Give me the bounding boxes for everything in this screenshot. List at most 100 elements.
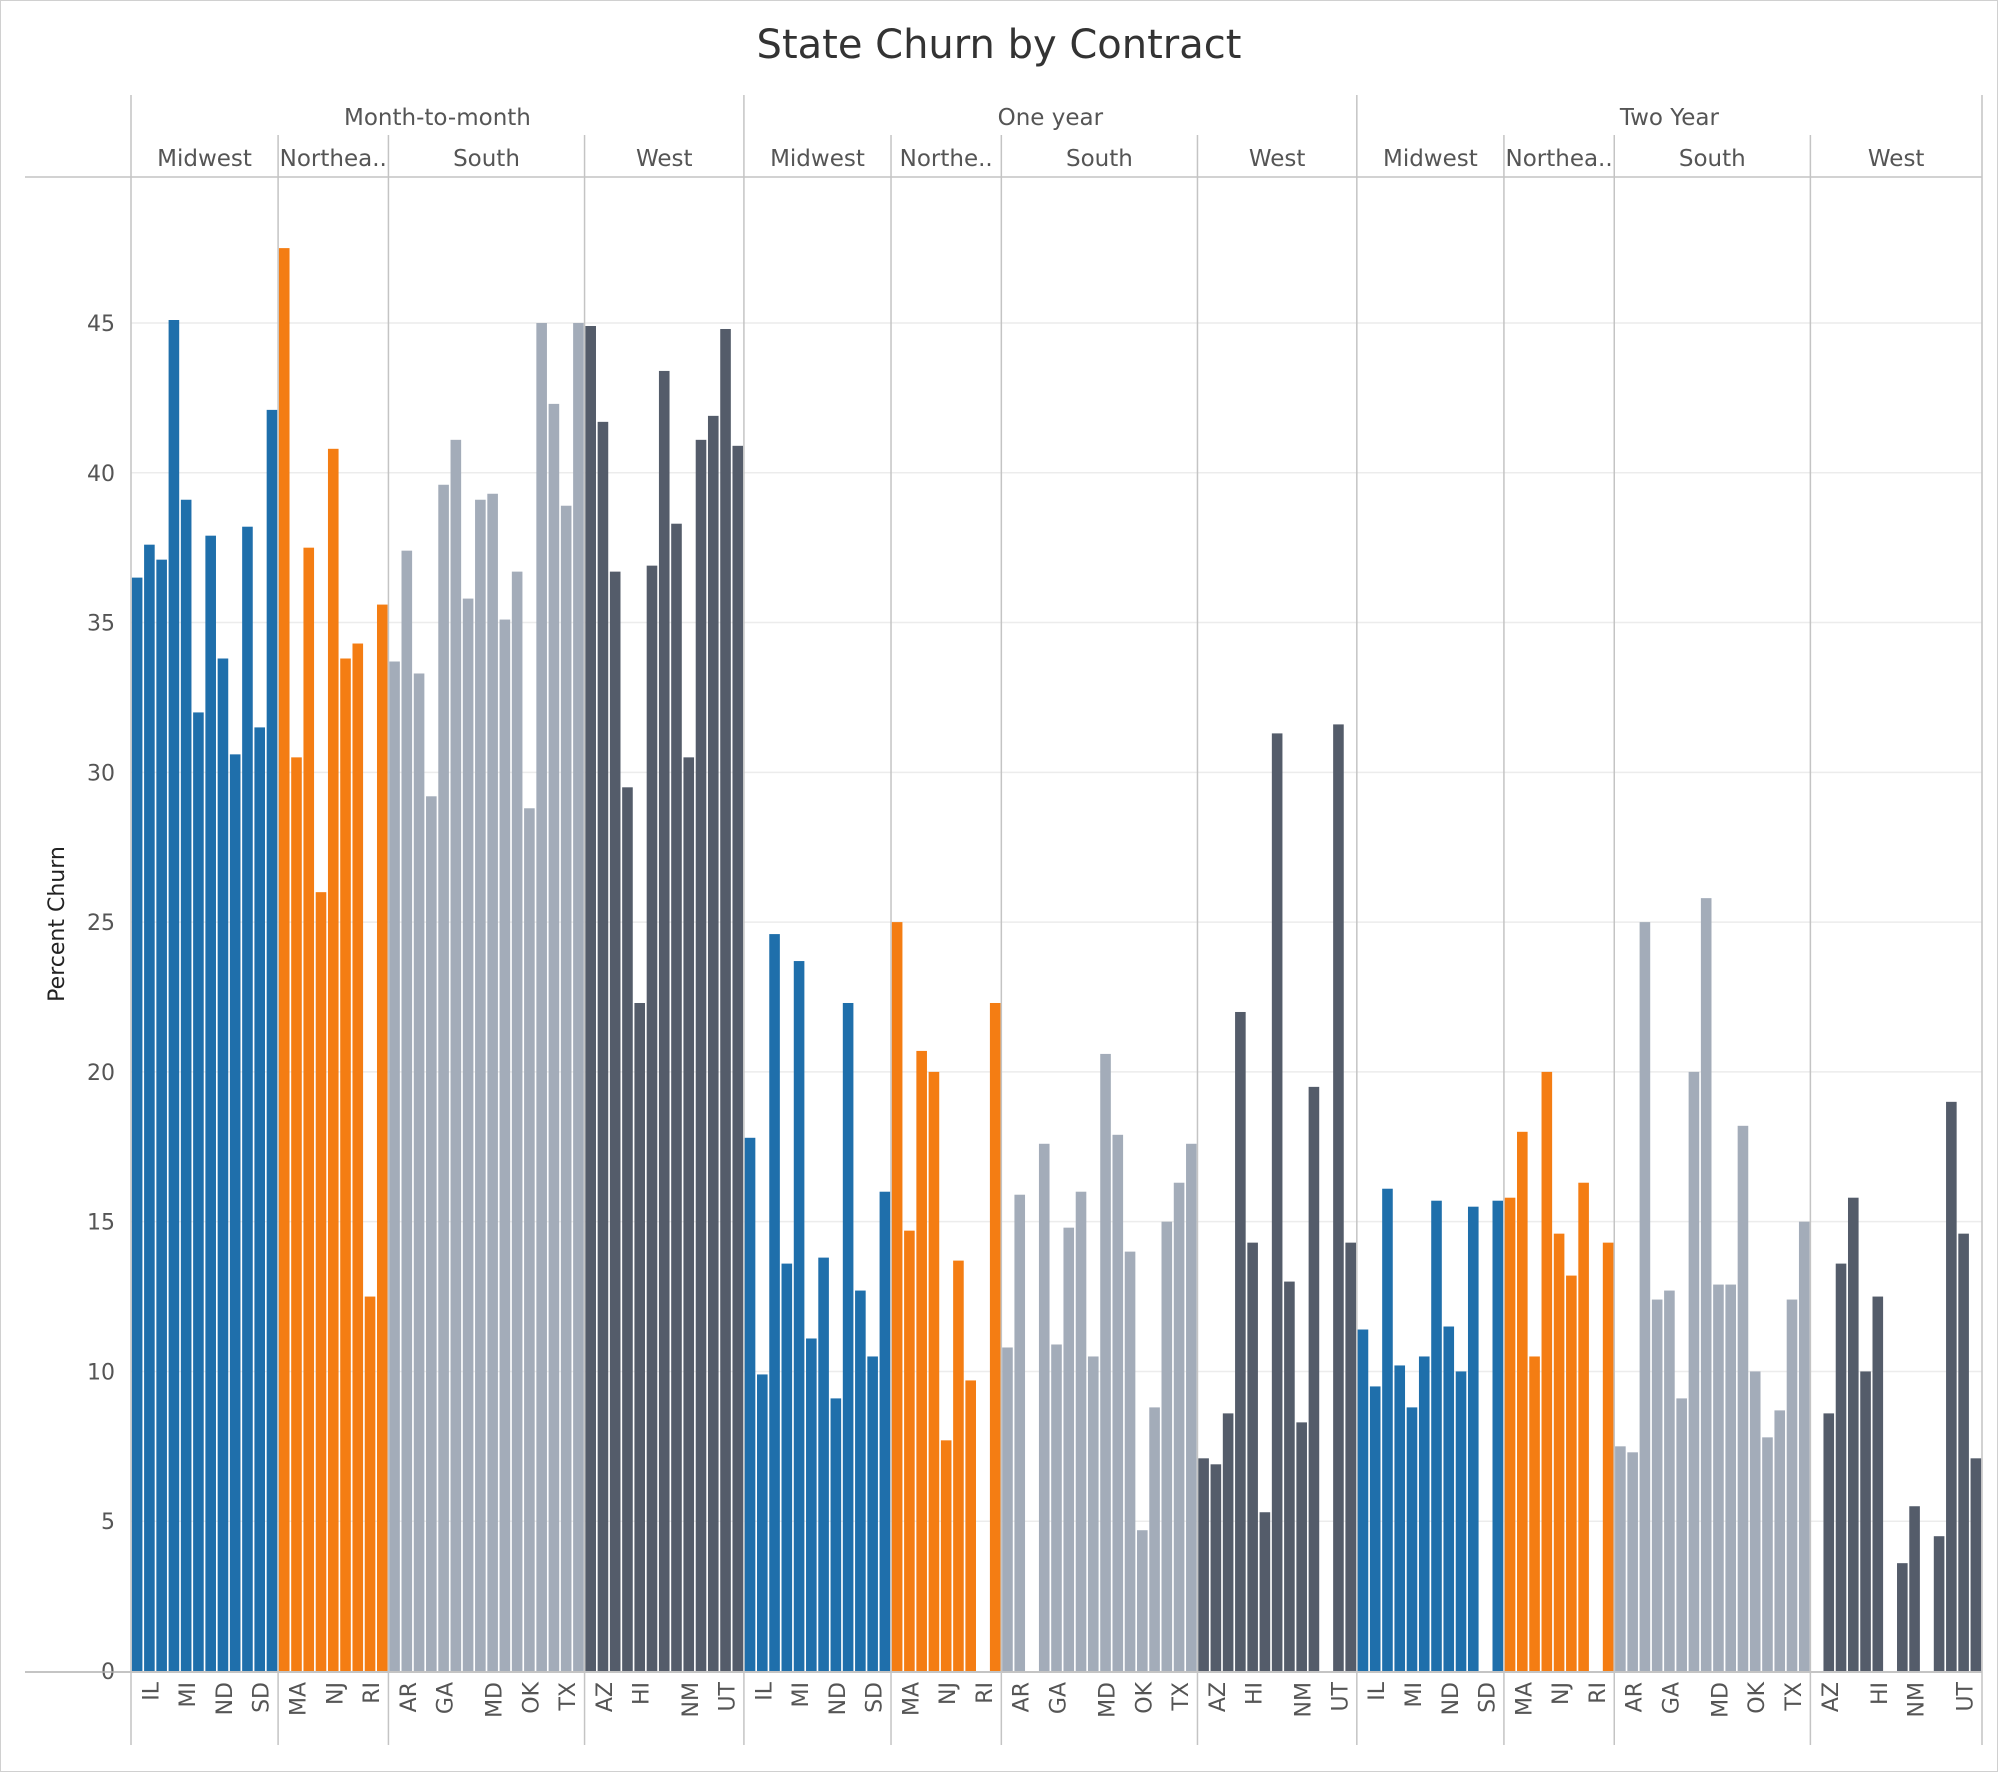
bar-two-year-midwest-9 <box>1467 1206 1479 1671</box>
bar-two-year-south-7 <box>1700 898 1712 1671</box>
bar-two-year-south-5 <box>1676 1398 1687 1671</box>
x-tick-label-ut: UT <box>1954 1681 1979 1711</box>
x-tick-label-ri: RI <box>973 1682 998 1704</box>
bar-two-year-northeast-4 <box>1553 1233 1565 1671</box>
region-label-west: West <box>1249 146 1306 172</box>
x-tick-label-nj: NJ <box>323 1682 348 1705</box>
region-label-midwest: Midwest <box>770 146 865 172</box>
bar-month-to-month-west-0 <box>585 326 596 1671</box>
x-tick-label-hi: HI <box>1243 1682 1268 1705</box>
bar-month-to-month-south-12 <box>536 323 547 1671</box>
x-tick-label-il: IL <box>139 1681 164 1700</box>
bar-two-year-northeast-8 <box>1602 1242 1614 1671</box>
x-tick-label-tx: TX <box>1169 1682 1194 1712</box>
region-label-midwest: Midwest <box>1383 146 1478 172</box>
bar-month-to-month-south-6 <box>462 598 474 1671</box>
bar-two-year-midwest-2 <box>1382 1188 1393 1671</box>
bar-month-to-month-northeast-3 <box>315 892 327 1671</box>
bar-month-to-month-west-4 <box>634 1002 646 1671</box>
bar-one-year-west-9 <box>1308 1086 1320 1671</box>
x-tick-label-md: MD <box>483 1682 508 1718</box>
x-tick-label-nd: ND <box>1439 1682 1464 1715</box>
bar-one-year-south-5 <box>1063 1227 1075 1671</box>
bar-month-to-month-northeast-7 <box>364 1296 376 1671</box>
bar-month-to-month-south-13 <box>548 403 560 1671</box>
bar-two-year-west-5 <box>1872 1296 1884 1671</box>
bar-month-to-month-northeast-1 <box>291 757 302 1671</box>
y-tick-label-35: 35 <box>87 612 115 637</box>
bar-one-year-south-12 <box>1149 1407 1160 1671</box>
bar-month-to-month-west-5 <box>646 565 658 1671</box>
bar-month-to-month-northeast-8 <box>376 604 388 1671</box>
bar-month-to-month-west-1 <box>597 421 609 1672</box>
bar-month-to-month-northeast-0 <box>278 248 290 1672</box>
bar-one-year-south-4 <box>1051 1344 1062 1671</box>
x-tick-label-nd: ND <box>213 1682 238 1715</box>
bar-one-year-midwest-10 <box>867 1356 878 1671</box>
x-tick-label-az: AZ <box>1819 1682 1844 1712</box>
bar-month-to-month-northeast-6 <box>352 643 364 1671</box>
bar-month-to-month-west-2 <box>609 571 621 1671</box>
bar-two-year-northeast-1 <box>1517 1131 1528 1671</box>
contract-label-two-year: Two Year <box>1619 105 1720 131</box>
bar-two-year-west-3 <box>1847 1197 1859 1671</box>
x-tick-label-nm: NM <box>1292 1682 1317 1717</box>
bar-month-to-month-west-3 <box>622 787 633 1671</box>
bar-month-to-month-midwest-2 <box>156 559 167 1671</box>
bar-one-year-south-9 <box>1112 1134 1124 1671</box>
bar-one-year-northeast-2 <box>916 1050 927 1671</box>
bar-two-year-west-2 <box>1835 1263 1847 1671</box>
x-tick-label-hi: HI <box>1868 1682 1893 1705</box>
bar-one-year-west-0 <box>1198 1458 1209 1671</box>
x-tick-label-il: IL <box>752 1681 777 1700</box>
bar-month-to-month-south-15 <box>573 323 584 1671</box>
y-tick-label-40: 40 <box>87 462 115 487</box>
bar-two-year-south-12 <box>1762 1437 1773 1671</box>
x-tick-label-hi: HI <box>630 1682 655 1705</box>
x-tick-label-sd: SD <box>863 1682 888 1713</box>
bar-month-to-month-west-8 <box>683 757 695 1671</box>
bar-month-to-month-midwest-9 <box>242 526 253 1672</box>
bar-one-year-west-12 <box>1345 1242 1356 1671</box>
x-tick-label-ri: RI <box>1586 1682 1611 1704</box>
bar-month-to-month-midwest-3 <box>168 320 180 1671</box>
bar-one-year-midwest-6 <box>818 1257 829 1671</box>
bar-one-year-west-3 <box>1235 1011 1246 1671</box>
x-tick-label-nm: NM <box>679 1682 704 1717</box>
bar-two-year-midwest-5 <box>1418 1356 1430 1671</box>
bar-month-to-month-south-4 <box>438 484 449 1671</box>
bar-one-year-west-7 <box>1284 1281 1295 1671</box>
x-tick-label-tx: TX <box>1782 1682 1807 1712</box>
bar-two-year-south-6 <box>1688 1071 1700 1671</box>
bar-one-year-midwest-7 <box>830 1398 842 1671</box>
x-tick-label-ok: OK <box>519 1681 544 1713</box>
region-label-northeast: Northe.. <box>900 146 993 172</box>
x-tick-label-mi: MI <box>1402 1682 1427 1707</box>
bar-two-year-south-0 <box>1615 1446 1626 1671</box>
bar-one-year-west-8 <box>1296 1422 1307 1671</box>
bar-two-year-northeast-3 <box>1541 1071 1553 1671</box>
x-tick-label-nm: NM <box>1905 1682 1930 1717</box>
bar-month-to-month-south-0 <box>389 661 400 1671</box>
bar-month-to-month-midwest-5 <box>193 712 204 1671</box>
bar-month-to-month-west-6 <box>658 370 670 1672</box>
x-tick-label-ut: UT <box>716 1681 741 1711</box>
chart-title: State Churn by Contract <box>756 22 1242 68</box>
bar-month-to-month-midwest-11 <box>266 409 278 1671</box>
bar-two-year-west-13 <box>1970 1458 1982 1671</box>
y-axis-label: Percent Churn <box>45 846 70 1002</box>
bar-one-year-west-11 <box>1333 724 1344 1671</box>
x-tick-label-ok: OK <box>1745 1681 1770 1713</box>
bar-two-year-south-10 <box>1737 1125 1749 1671</box>
bar-two-year-south-3 <box>1651 1299 1663 1671</box>
bar-two-year-midwest-11 <box>1492 1200 1504 1671</box>
bar-one-year-south-1 <box>1014 1194 1026 1671</box>
x-tick-label-ok: OK <box>1132 1681 1157 1713</box>
x-tick-label-ar: AR <box>1623 1682 1648 1712</box>
bar-two-year-midwest-0 <box>1357 1329 1369 1671</box>
bar-month-to-month-midwest-10 <box>254 727 266 1671</box>
bar-two-year-west-4 <box>1860 1371 1871 1671</box>
bar-one-year-south-13 <box>1161 1221 1173 1671</box>
y-tick-label-45: 45 <box>87 312 115 337</box>
